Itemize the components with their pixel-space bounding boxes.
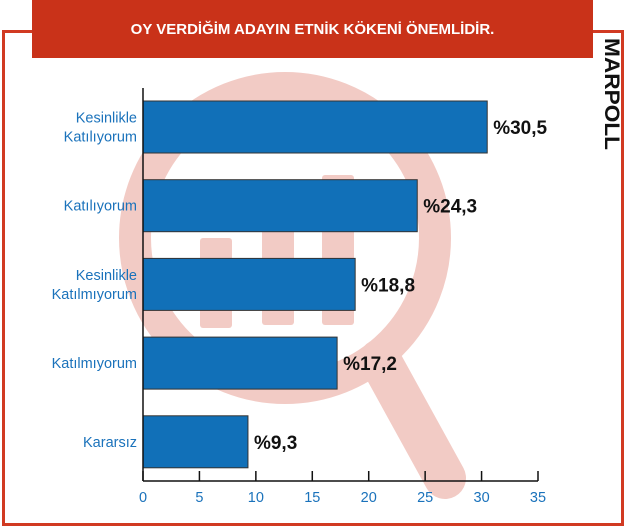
data-label: %17,2: [343, 354, 397, 375]
x-tick-label: 15: [304, 490, 320, 506]
data-label: %9,3: [254, 433, 297, 454]
x-tick-label: 0: [139, 490, 147, 506]
chart-title: OY VERDİĞİM ADAYIN ETNİK KÖKENİ ÖNEMLİDİ…: [32, 0, 593, 58]
x-tick-label: 5: [195, 490, 203, 506]
data-label: %24,3: [423, 197, 477, 218]
data-label: %30,5: [493, 118, 547, 139]
category-label: Kesinlikle: [76, 111, 137, 127]
data-label: %18,8: [361, 275, 415, 296]
x-tick-label: 35: [530, 490, 546, 506]
bar: [142, 179, 418, 233]
bar: [142, 257, 356, 311]
marpoll-logo: MARPOLL: [600, 38, 620, 150]
category-label: Katılmıyorum: [52, 356, 137, 372]
category-label: Katılmıyorum: [52, 287, 137, 303]
bar: [142, 100, 488, 154]
x-tick-label: 20: [361, 490, 377, 506]
bar: [142, 336, 338, 390]
category-label: Katılıyorum: [64, 199, 137, 215]
svg-text:MARPOLL: MARPOLL: [600, 38, 620, 150]
bar: [142, 415, 249, 469]
x-tick-label: 30: [474, 490, 490, 506]
x-tick-label: 25: [417, 490, 433, 506]
category-label: Katılıyorum: [64, 130, 137, 146]
category-label: Kararsız: [83, 435, 137, 451]
category-label: Kesinlikle: [76, 268, 137, 284]
x-tick-label: 10: [248, 490, 264, 506]
